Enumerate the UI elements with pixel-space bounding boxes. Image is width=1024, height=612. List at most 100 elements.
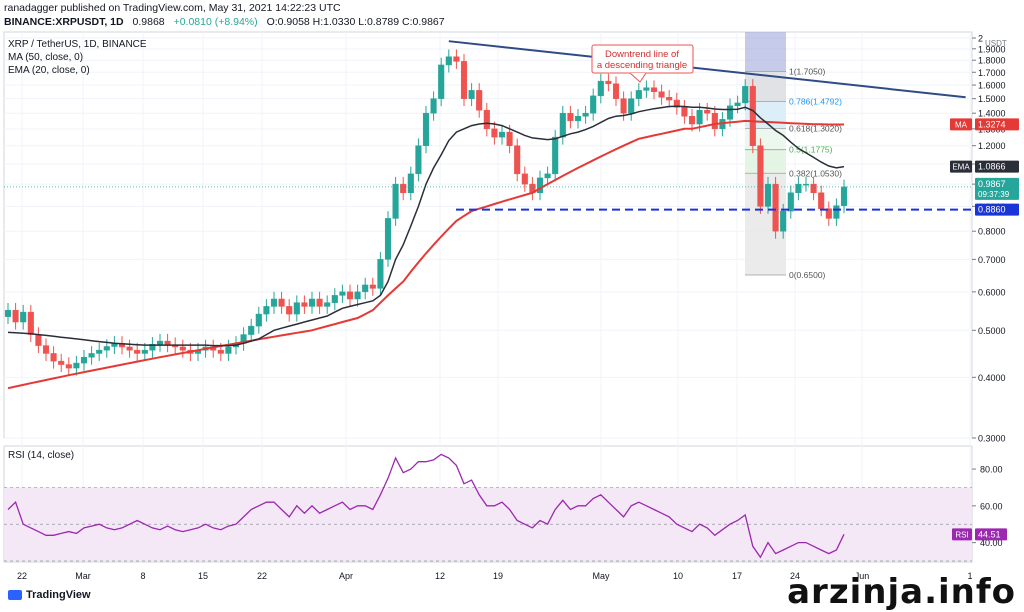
rsi-value-text: 44.51 bbox=[978, 529, 1001, 539]
candle-body bbox=[772, 183, 779, 232]
candle-body bbox=[20, 311, 27, 323]
fib-level-label: 0.382(1.0530) bbox=[789, 168, 842, 178]
price-tick-label: 0.7000 bbox=[978, 255, 1006, 265]
candle-body bbox=[354, 291, 361, 300]
downtrend-line bbox=[448, 40, 966, 99]
date-tick-label: 24 bbox=[790, 571, 800, 581]
candle-body bbox=[514, 145, 521, 175]
candle-body bbox=[149, 343, 156, 351]
date-tick-label: 22 bbox=[257, 571, 267, 581]
candle-body bbox=[612, 83, 620, 99]
price-label-box bbox=[975, 177, 1019, 200]
price-tick-label: 1.7000 bbox=[978, 68, 1006, 78]
candle-body bbox=[491, 128, 498, 138]
candle-body bbox=[156, 340, 164, 345]
tradingview-logo[interactable]: TradingView bbox=[8, 589, 91, 601]
date-tick-label: May bbox=[592, 571, 610, 581]
candle-body bbox=[415, 145, 422, 175]
candle-body bbox=[308, 298, 316, 307]
price-label-box bbox=[975, 203, 1019, 216]
candle-body bbox=[58, 360, 65, 365]
candle-body bbox=[673, 99, 680, 108]
price-tick-label: 0.4000 bbox=[978, 373, 1006, 383]
candle-body bbox=[73, 362, 80, 369]
candle-body bbox=[787, 192, 794, 212]
candle-body bbox=[42, 345, 50, 354]
candle-body bbox=[400, 183, 407, 194]
price-tick-label: 1.4000 bbox=[978, 109, 1006, 119]
candle-body bbox=[620, 98, 627, 114]
candle-body bbox=[346, 291, 354, 300]
candle-body bbox=[597, 80, 604, 97]
date-tick-label: 19 bbox=[493, 571, 503, 581]
candle-body bbox=[248, 325, 255, 335]
ema20-line bbox=[7, 105, 845, 347]
candle-body bbox=[711, 112, 718, 130]
candle-body bbox=[818, 192, 825, 209]
candle-body bbox=[742, 86, 749, 104]
grid bbox=[3, 31, 973, 563]
ma-legend[interactable]: MA (50, close, 0) bbox=[8, 52, 84, 63]
price-label-value: 0.8860 bbox=[978, 205, 1006, 215]
candle-body bbox=[141, 349, 148, 354]
last-price: 0.9868 bbox=[132, 16, 165, 28]
rsi-tick-label: 60.00 bbox=[980, 501, 1003, 511]
price-axis-unit: USDT bbox=[985, 39, 1007, 48]
candle-body bbox=[384, 218, 392, 260]
candle-body bbox=[749, 86, 756, 146]
date-tick-label: 15 bbox=[198, 571, 208, 581]
ohlc-values: O:0.9058 H:1.0330 L:0.8789 C:0.9867 bbox=[266, 16, 445, 28]
candle-body bbox=[270, 298, 278, 307]
axes: 0.30000.40000.50000.60000.70000.80000.90… bbox=[17, 34, 1007, 582]
price-label-tag bbox=[950, 118, 972, 131]
candle-body bbox=[650, 87, 658, 92]
candle-body bbox=[833, 205, 840, 219]
ma50-line bbox=[7, 119, 844, 390]
candle-body bbox=[544, 173, 551, 179]
candle-body bbox=[12, 309, 19, 323]
candle-body bbox=[316, 298, 323, 307]
price-label-value: 1.3274 bbox=[978, 119, 1006, 129]
price-label-tag-text: MA bbox=[955, 120, 968, 129]
candle-body bbox=[506, 131, 513, 146]
candle-body bbox=[498, 131, 506, 138]
candle-body bbox=[362, 284, 369, 293]
date-tick-label: 1 bbox=[967, 571, 972, 581]
date-tick-label: Mar bbox=[75, 571, 91, 581]
candle-body bbox=[96, 349, 103, 354]
price-tick-label: 0.6000 bbox=[978, 287, 1006, 297]
price-tick-label: 1.2000 bbox=[978, 141, 1006, 151]
candle-body bbox=[764, 183, 772, 207]
candle-body bbox=[339, 291, 346, 296]
candle-body bbox=[681, 107, 688, 117]
date-tick-label: 10 bbox=[673, 571, 683, 581]
candle-body bbox=[35, 334, 42, 346]
candle-body bbox=[734, 102, 741, 107]
ema-legend[interactable]: EMA (20, close, 0) bbox=[8, 65, 90, 76]
price-label-tag bbox=[950, 160, 972, 173]
price-label-box bbox=[975, 118, 1019, 131]
date-tick-label: Jun bbox=[855, 571, 870, 581]
annotation-pointer bbox=[629, 72, 647, 83]
candle-body bbox=[605, 80, 612, 84]
date-tick-label: Apr bbox=[339, 571, 353, 581]
candle-body bbox=[164, 340, 171, 345]
candle-body bbox=[810, 183, 817, 194]
candle-body bbox=[263, 306, 270, 315]
rsi-tag-text: RSI bbox=[955, 530, 968, 539]
price-label-tag-text: EMA bbox=[952, 163, 970, 172]
candle-body bbox=[422, 112, 430, 146]
rsi-legend[interactable]: RSI (14, close) bbox=[8, 450, 75, 461]
candle-body bbox=[453, 56, 460, 62]
annotation-text-2: a descending triangle bbox=[597, 60, 687, 71]
candle-body bbox=[392, 183, 399, 219]
candle-body bbox=[286, 306, 293, 315]
price-tick-label: 1.8000 bbox=[978, 56, 1006, 66]
tradingview-logo-icon bbox=[8, 590, 22, 600]
rsi-pane bbox=[4, 453, 972, 562]
fib-level-label: 0(0.6500) bbox=[789, 270, 826, 280]
candle-body bbox=[179, 346, 186, 351]
symbol: BINANCE:XRPUSDT, 1D bbox=[4, 16, 124, 28]
symbol-line: BINANCE:XRPUSDT, 1D 0.9868 +0.0810 (+8.9… bbox=[4, 16, 445, 28]
